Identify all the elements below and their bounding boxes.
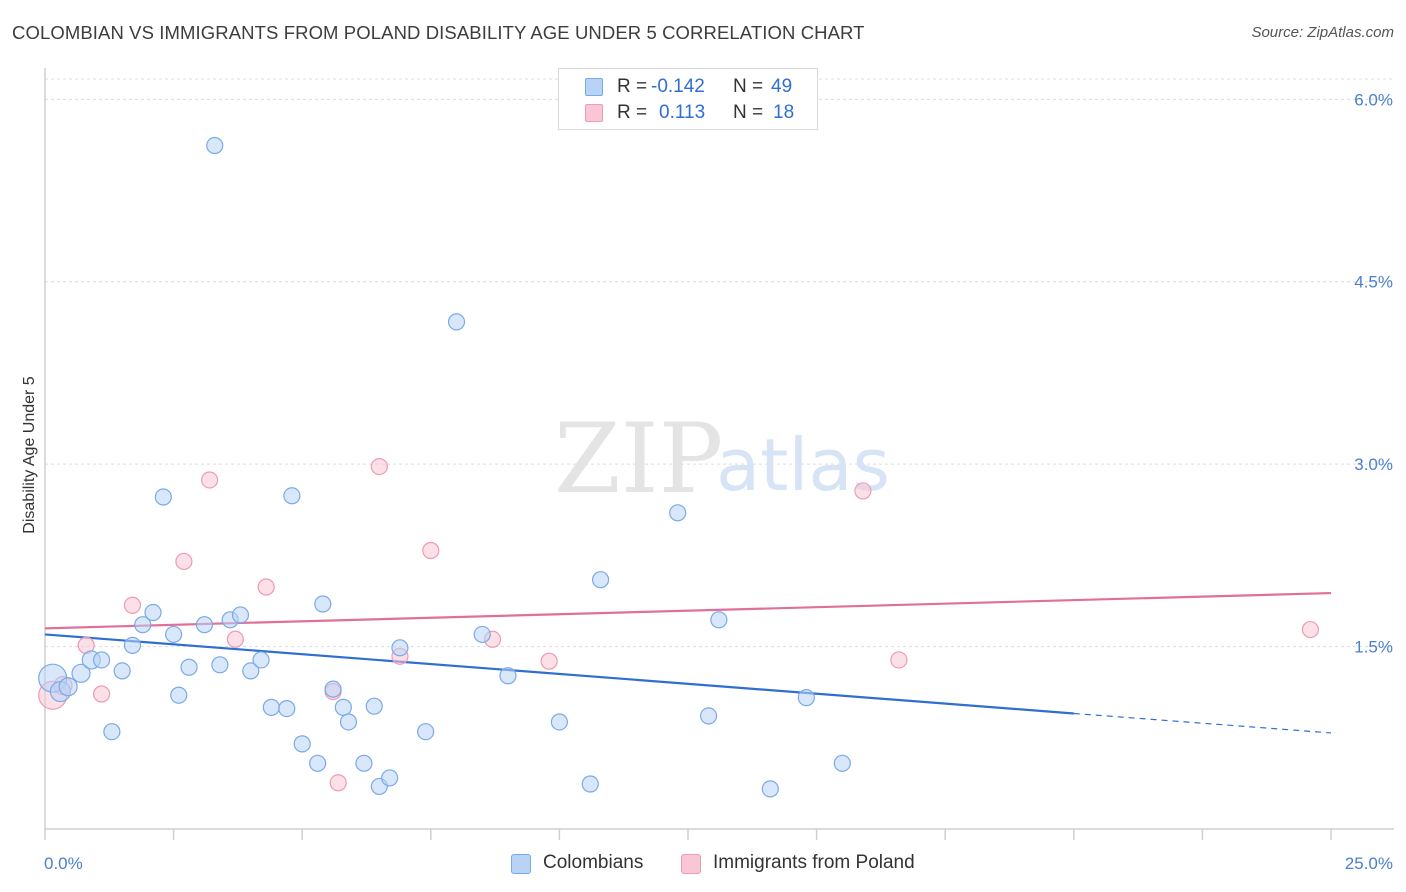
colombian-point <box>144 603 162 622</box>
colombian-point <box>170 686 188 704</box>
y-tick-labels: 1.5% 3.0% 4.5% 6.0% <box>1354 90 1393 656</box>
colombian-point <box>591 571 610 589</box>
colombian-point <box>669 504 687 522</box>
colombian-point <box>797 689 815 707</box>
colombian-point <box>154 488 172 506</box>
colombian-point <box>309 754 327 772</box>
y-axis-label: Disability Age Under 5 <box>21 376 38 534</box>
bottom-legend-swatch-pink <box>681 854 701 874</box>
colombian-point <box>710 611 728 629</box>
colombian-point <box>550 713 569 731</box>
poland-point <box>890 651 908 669</box>
colombian-point <box>314 595 332 613</box>
colombian-point <box>58 677 78 697</box>
colombian-point <box>581 775 599 793</box>
colombian-point <box>355 754 373 772</box>
data-points <box>38 136 1320 798</box>
colombian-point <box>391 639 409 657</box>
colombian-point <box>499 667 517 685</box>
trend-lines <box>44 591 1332 734</box>
colombian-point <box>293 735 311 753</box>
poland-point <box>226 630 244 648</box>
correlation-legend: R = -0.142 N = 49 R = 0.113 N = 18 <box>558 68 818 130</box>
poland-point <box>123 596 142 614</box>
bottom-legend-label: Immigrants from Poland <box>713 852 915 873</box>
colombian-point <box>283 487 301 505</box>
colombian-point <box>242 662 260 680</box>
legend-n-label: N = <box>733 76 764 97</box>
legend-swatch-pink <box>585 104 603 122</box>
colombian-point <box>417 723 435 741</box>
colombian-point <box>324 680 342 698</box>
poland-point <box>329 774 347 792</box>
colombian-point <box>92 651 111 669</box>
colombian-point <box>180 658 198 676</box>
poland-point <box>1301 620 1320 639</box>
source-label: Source: ZipAtlas.com <box>1251 24 1394 41</box>
y-tick-label: 3.0% <box>1354 455 1393 474</box>
poland-point <box>201 471 219 489</box>
colombian-point <box>381 769 399 787</box>
bottom-legend-label: Colombians <box>543 852 644 873</box>
poland-trend-line <box>44 591 1332 630</box>
bottom-legend-swatch-blue <box>511 854 531 874</box>
colombian-point <box>231 606 250 624</box>
x-tick-labels: 0.0% 25.0% <box>44 854 1393 873</box>
colombian-point <box>334 698 352 716</box>
colombian-point <box>833 754 851 772</box>
colombian-point <box>103 723 121 741</box>
legend-n-value: 18 <box>773 102 795 123</box>
legend-r-value: 0.113 <box>659 102 706 123</box>
legend-r-label: R = <box>617 76 648 97</box>
colombian-trend-extension <box>1073 712 1332 734</box>
colombian-point <box>165 625 183 644</box>
poland-point <box>92 685 111 703</box>
y-tick-label: 6.0% <box>1354 90 1393 109</box>
colombian-point <box>71 663 91 683</box>
y-tick-label: 4.5% <box>1354 273 1393 292</box>
legend-swatch-blue <box>585 78 603 96</box>
colombian-point <box>252 651 270 669</box>
poland-point <box>422 541 440 560</box>
poland-point <box>370 457 388 476</box>
legend-n-label: N = <box>733 102 764 123</box>
colombian-point <box>123 636 142 654</box>
poland-point <box>175 552 193 571</box>
colombian-point <box>206 136 224 155</box>
colombian-point <box>447 313 466 331</box>
colombian-point <box>365 697 383 715</box>
legend-n-value: 49 <box>771 76 793 97</box>
legend-r-label: R = <box>617 102 648 123</box>
colombian-trend-line <box>44 633 1074 715</box>
y-tick-label: 1.5% <box>1354 638 1393 657</box>
colombian-point <box>761 780 779 798</box>
colombian-point <box>262 698 280 716</box>
colombian-point <box>195 616 214 634</box>
x-tick-label: 0.0% <box>44 854 83 873</box>
legend-r-value: -0.142 <box>651 76 705 97</box>
colombian-point <box>211 656 229 674</box>
poland-point <box>540 652 558 670</box>
colombian-point <box>473 625 491 644</box>
poland-point <box>257 578 275 596</box>
colombian-point <box>339 713 358 731</box>
colombian-point <box>113 662 131 680</box>
grid-lines <box>45 78 1394 648</box>
chart-title: COLOMBIAN VS IMMIGRANTS FROM POLAND DISA… <box>12 22 865 43</box>
colombian-point <box>134 616 152 634</box>
watermark-zip: ZIP <box>554 403 723 515</box>
poland-point <box>854 482 872 500</box>
x-tick-label: 25.0% <box>1345 854 1393 873</box>
colombian-point <box>278 700 296 718</box>
colombian-point <box>699 707 718 725</box>
